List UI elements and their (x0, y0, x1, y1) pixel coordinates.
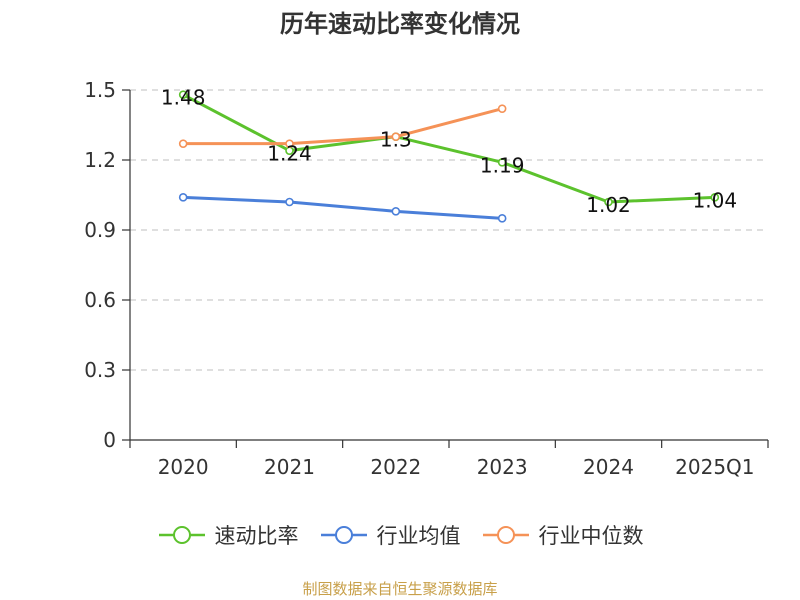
series-line (182, 93, 715, 204)
chart-title: 历年速动比率变化情况 (280, 10, 520, 38)
x-tick-label: 2024 (583, 455, 634, 479)
data-point (710, 193, 720, 202)
series-line (183, 107, 503, 146)
data-point (285, 197, 294, 207)
legend-label: 速动比率 (214, 524, 299, 548)
grid-lines (130, 89, 768, 371)
x-tick-label: 2022 (370, 455, 421, 479)
data-point (497, 214, 507, 223)
legend-label: 行业中位数 (538, 524, 644, 548)
y-tick-label: 1.2 (84, 148, 116, 172)
data-point (178, 90, 188, 99)
x-tick-label: 2020 (158, 455, 209, 479)
data-point (285, 139, 294, 148)
x-tick-label: 2023 (477, 455, 528, 479)
x-tick-label: 2025Q1 (675, 455, 754, 479)
data-point (391, 132, 401, 141)
data-label: 1.24 (267, 142, 312, 166)
data-labels: 1.48 1.24 1.3 1.19 1.02 1.04 (161, 86, 737, 217)
legend-swatch-icon (320, 526, 367, 544)
y-tick-label: 0.6 (84, 288, 116, 312)
legend-swatch-icon (482, 526, 529, 544)
data-point (497, 158, 507, 167)
legend-swatch-marker (334, 526, 353, 544)
legend-swatch-marker (496, 526, 515, 544)
y-tick-label: 0.9 (84, 218, 116, 242)
series-lines (178, 90, 720, 223)
data-label: 1.3 (380, 128, 412, 152)
data-point (178, 193, 188, 202)
data-label: 1.02 (586, 193, 631, 217)
legend-item[interactable]: 行业中位数 (481, 520, 644, 550)
legend-item[interactable]: 行业均值 (319, 520, 461, 550)
y-tick-label: 0.3 (84, 358, 116, 382)
source-note: 制图数据来自恒生聚源数据库 (302, 580, 498, 598)
legend-item[interactable]: 速动比率 (157, 520, 299, 550)
axes: 0 0.3 0.6 0.9 1.2 1.5 2020 2021 2022 2023 2024 2025… (84, 78, 769, 479)
legend-label: 行业均值 (376, 524, 461, 548)
legend-swatch-marker (172, 526, 191, 544)
data-label: 1.04 (693, 188, 738, 212)
data-label: 1.48 (161, 86, 206, 110)
y-tick-label: 0 (103, 428, 116, 452)
data-point (604, 197, 613, 207)
legend: 速动比率 行业均值 行业中位数 (0, 520, 800, 550)
y-tick-label: 1.5 (84, 78, 116, 102)
data-label: 1.19 (480, 153, 525, 177)
data-point (178, 139, 188, 148)
data-point (497, 104, 507, 113)
data-point (391, 207, 401, 216)
legend-swatch-icon (158, 526, 205, 544)
x-tick-label: 2021 (264, 455, 315, 479)
series-line (183, 195, 503, 220)
